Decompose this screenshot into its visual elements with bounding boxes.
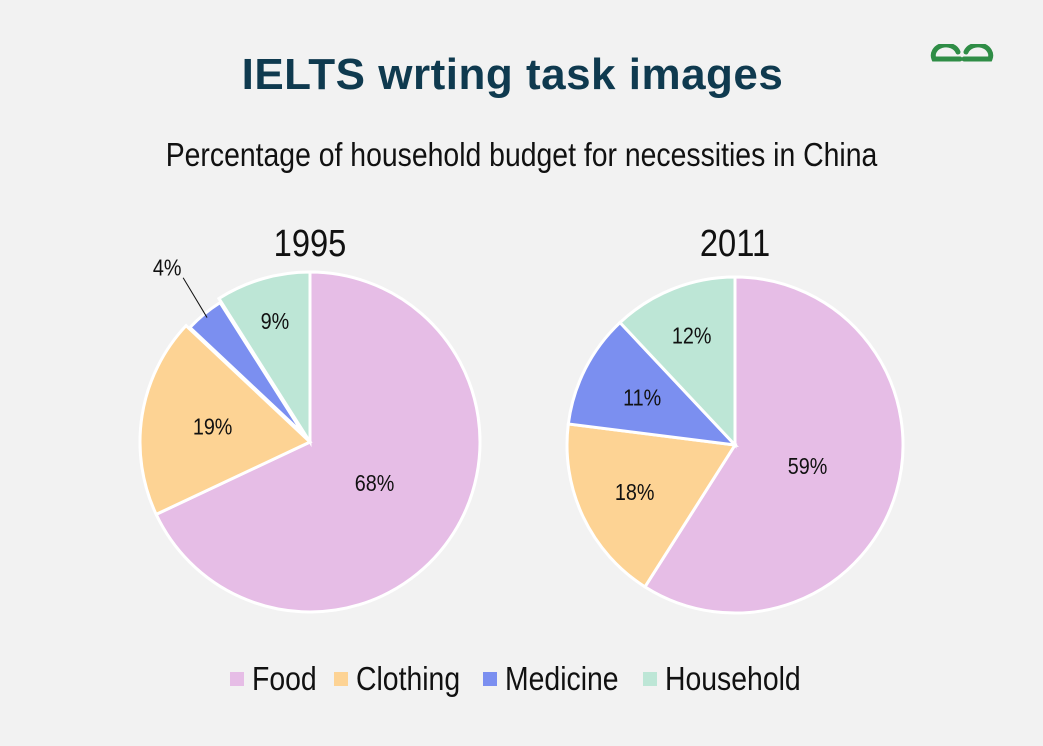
legend-label-clothing: Clothing <box>355 660 460 697</box>
geeksforgeeks-logo-icon <box>930 44 994 62</box>
pie-slice-1995-household <box>216 270 312 448</box>
legend-swatch-household <box>642 672 657 686</box>
legend-label-food: Food <box>252 660 318 697</box>
chart-title: Percentage of household budget for neces… <box>165 136 878 173</box>
page-title: IELTS wrting task images <box>241 50 784 99</box>
data-label-2011-clothing: 18% <box>615 480 655 506</box>
data-label-2011-household: 12% <box>672 323 712 349</box>
legend-swatch-clothing <box>333 672 348 686</box>
pie-slice-2011-medicine <box>566 320 739 448</box>
leader-line-1995-medicine <box>182 277 208 318</box>
data-label-1995-food: 68% <box>355 471 395 497</box>
pie-title-1995: 1995 <box>274 222 347 265</box>
pie-slice-1995-clothing <box>138 323 313 517</box>
legend-item-household: Household <box>642 660 813 698</box>
legend-item-medicine: Medicine <box>482 660 627 698</box>
legend-label-medicine: Medicine <box>504 660 619 697</box>
legend-item-clothing: Clothing <box>333 660 467 698</box>
data-label-1995-medicine: 4% <box>153 255 182 281</box>
legend-label-household: Household <box>664 660 801 697</box>
data-label-2011-food: 59% <box>788 454 828 480</box>
data-label-2011-medicine: 11% <box>623 385 661 411</box>
pie-title-2011: 2011 <box>700 222 770 265</box>
legend: Food Clothing Medicine Household <box>0 660 1043 698</box>
data-label-1995-household: 9% <box>261 309 290 335</box>
pie-1995: 1995 68% 19% 4% 9% <box>138 222 482 614</box>
pie-slice-2011-clothing <box>565 422 738 589</box>
legend-item-food: Food <box>230 660 317 698</box>
pie-slice-1995-food <box>154 270 482 614</box>
pie-slice-2011-household <box>617 275 737 449</box>
pie-slice-2011-food <box>642 275 905 615</box>
legend-swatch-medicine <box>482 672 497 686</box>
legend-swatch-food <box>230 672 245 686</box>
data-label-1995-clothing: 19% <box>193 414 233 440</box>
pie-2011: 2011 59% 18% 11% 12% <box>565 222 905 615</box>
